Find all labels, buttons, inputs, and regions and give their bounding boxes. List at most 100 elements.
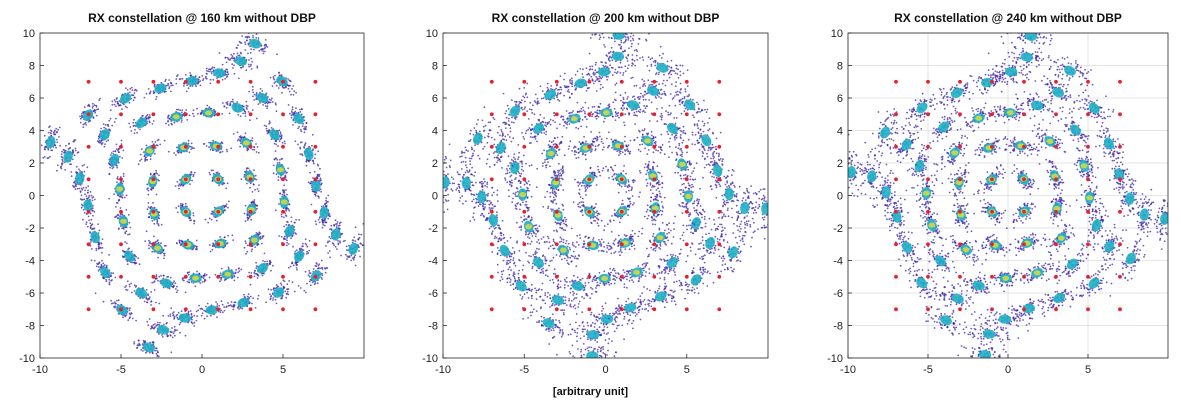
scatter-point xyxy=(276,53,278,56)
scatter-point xyxy=(303,289,306,292)
scatter-point xyxy=(79,121,82,124)
scatter-point xyxy=(98,135,100,138)
scatter-point xyxy=(234,272,237,275)
scatter-point xyxy=(221,303,224,306)
scatter-point xyxy=(105,140,108,143)
scatter-point xyxy=(577,348,579,350)
scatter-point xyxy=(335,226,338,229)
scatter-point xyxy=(127,214,130,216)
scatter-point xyxy=(209,250,212,253)
scatter-point xyxy=(98,229,101,232)
scatter-point xyxy=(129,313,132,316)
scatter-point xyxy=(336,225,338,227)
scatter-point xyxy=(109,117,112,120)
y-tick-label: 10 xyxy=(23,28,35,40)
scatter-point xyxy=(586,360,588,362)
scatter-point xyxy=(223,306,226,308)
scatter-point xyxy=(116,176,119,178)
scatter-point xyxy=(279,176,282,179)
scatter-point xyxy=(133,132,136,135)
scatter-point xyxy=(283,184,285,187)
scatter-point xyxy=(275,110,278,113)
cluster-peak xyxy=(277,167,284,173)
ideal-point xyxy=(216,112,221,117)
scatter-point xyxy=(221,78,224,81)
scatter-point xyxy=(531,288,533,291)
scatter-point xyxy=(274,102,277,105)
scatter-point xyxy=(148,318,151,320)
scatter-point xyxy=(42,156,45,159)
scatter-point xyxy=(337,240,339,242)
scatter-point xyxy=(202,143,205,145)
scatter-point xyxy=(211,66,214,69)
scatter-point xyxy=(512,257,515,259)
scatter-point xyxy=(286,292,288,295)
scatter-point xyxy=(88,104,91,107)
scatter-point xyxy=(225,187,228,190)
scatter-point xyxy=(72,140,75,143)
scatter-point xyxy=(261,90,264,92)
scatter-point xyxy=(89,120,92,122)
scatter-point xyxy=(267,129,270,132)
scatter-point xyxy=(178,323,181,326)
scatter-point xyxy=(190,142,193,145)
scatter-point xyxy=(315,223,318,226)
scatter-point xyxy=(350,259,353,262)
scatter-point xyxy=(294,140,297,143)
scatter-point xyxy=(575,359,577,361)
cluster-core xyxy=(249,38,262,49)
ideal-point xyxy=(119,307,123,312)
scatter-point xyxy=(588,346,590,349)
scatter-point xyxy=(294,250,297,253)
scatter-point xyxy=(248,65,251,68)
scatter-point xyxy=(201,75,204,77)
scatter-point xyxy=(179,331,181,334)
scatter-point xyxy=(304,238,307,241)
scatter-point xyxy=(488,212,490,215)
scatter-point xyxy=(199,282,202,284)
scatter-point xyxy=(189,85,192,88)
scatter-point xyxy=(216,303,219,305)
scatter-point xyxy=(573,329,576,332)
scatter-point xyxy=(350,254,353,257)
scatter-point xyxy=(68,143,70,145)
y-tick-label: -4 xyxy=(25,256,35,268)
ideal-point xyxy=(281,177,285,182)
scatter-point xyxy=(143,341,146,343)
scatter-point xyxy=(242,112,245,115)
scatter-point xyxy=(213,66,216,69)
scatter-point xyxy=(239,115,242,117)
scatter-point xyxy=(284,176,287,179)
scatter-point xyxy=(507,268,510,271)
scatter-point xyxy=(221,63,224,66)
scatter-point xyxy=(143,96,146,99)
scatter-point xyxy=(253,275,256,278)
scatter-point xyxy=(246,108,249,110)
scatter-point xyxy=(602,348,605,350)
scatter-point xyxy=(157,241,160,244)
scatter-point xyxy=(231,57,234,60)
scatter-point xyxy=(148,351,151,354)
cluster-peak xyxy=(146,148,154,154)
scatter-point xyxy=(205,77,208,80)
scatter-point xyxy=(284,238,287,241)
scatter-point xyxy=(197,78,200,81)
scatter-point xyxy=(177,74,179,76)
scatter-point xyxy=(506,281,509,284)
scatter-point xyxy=(308,145,311,148)
scatter-point xyxy=(50,134,53,137)
scatter-point xyxy=(203,317,206,320)
scatter-point xyxy=(101,142,104,144)
scatter-point xyxy=(284,142,286,145)
scatter-point xyxy=(151,352,154,355)
scatter-point xyxy=(146,188,149,191)
scatter-point xyxy=(280,213,283,216)
scatter-point xyxy=(126,280,129,283)
scatter-point xyxy=(174,328,176,331)
scatter-point xyxy=(284,178,287,181)
scatter-point xyxy=(55,146,57,149)
scatter-point xyxy=(337,243,340,246)
scatter-point xyxy=(230,100,233,103)
scatter-point xyxy=(256,205,258,207)
scatter-point xyxy=(141,343,144,345)
